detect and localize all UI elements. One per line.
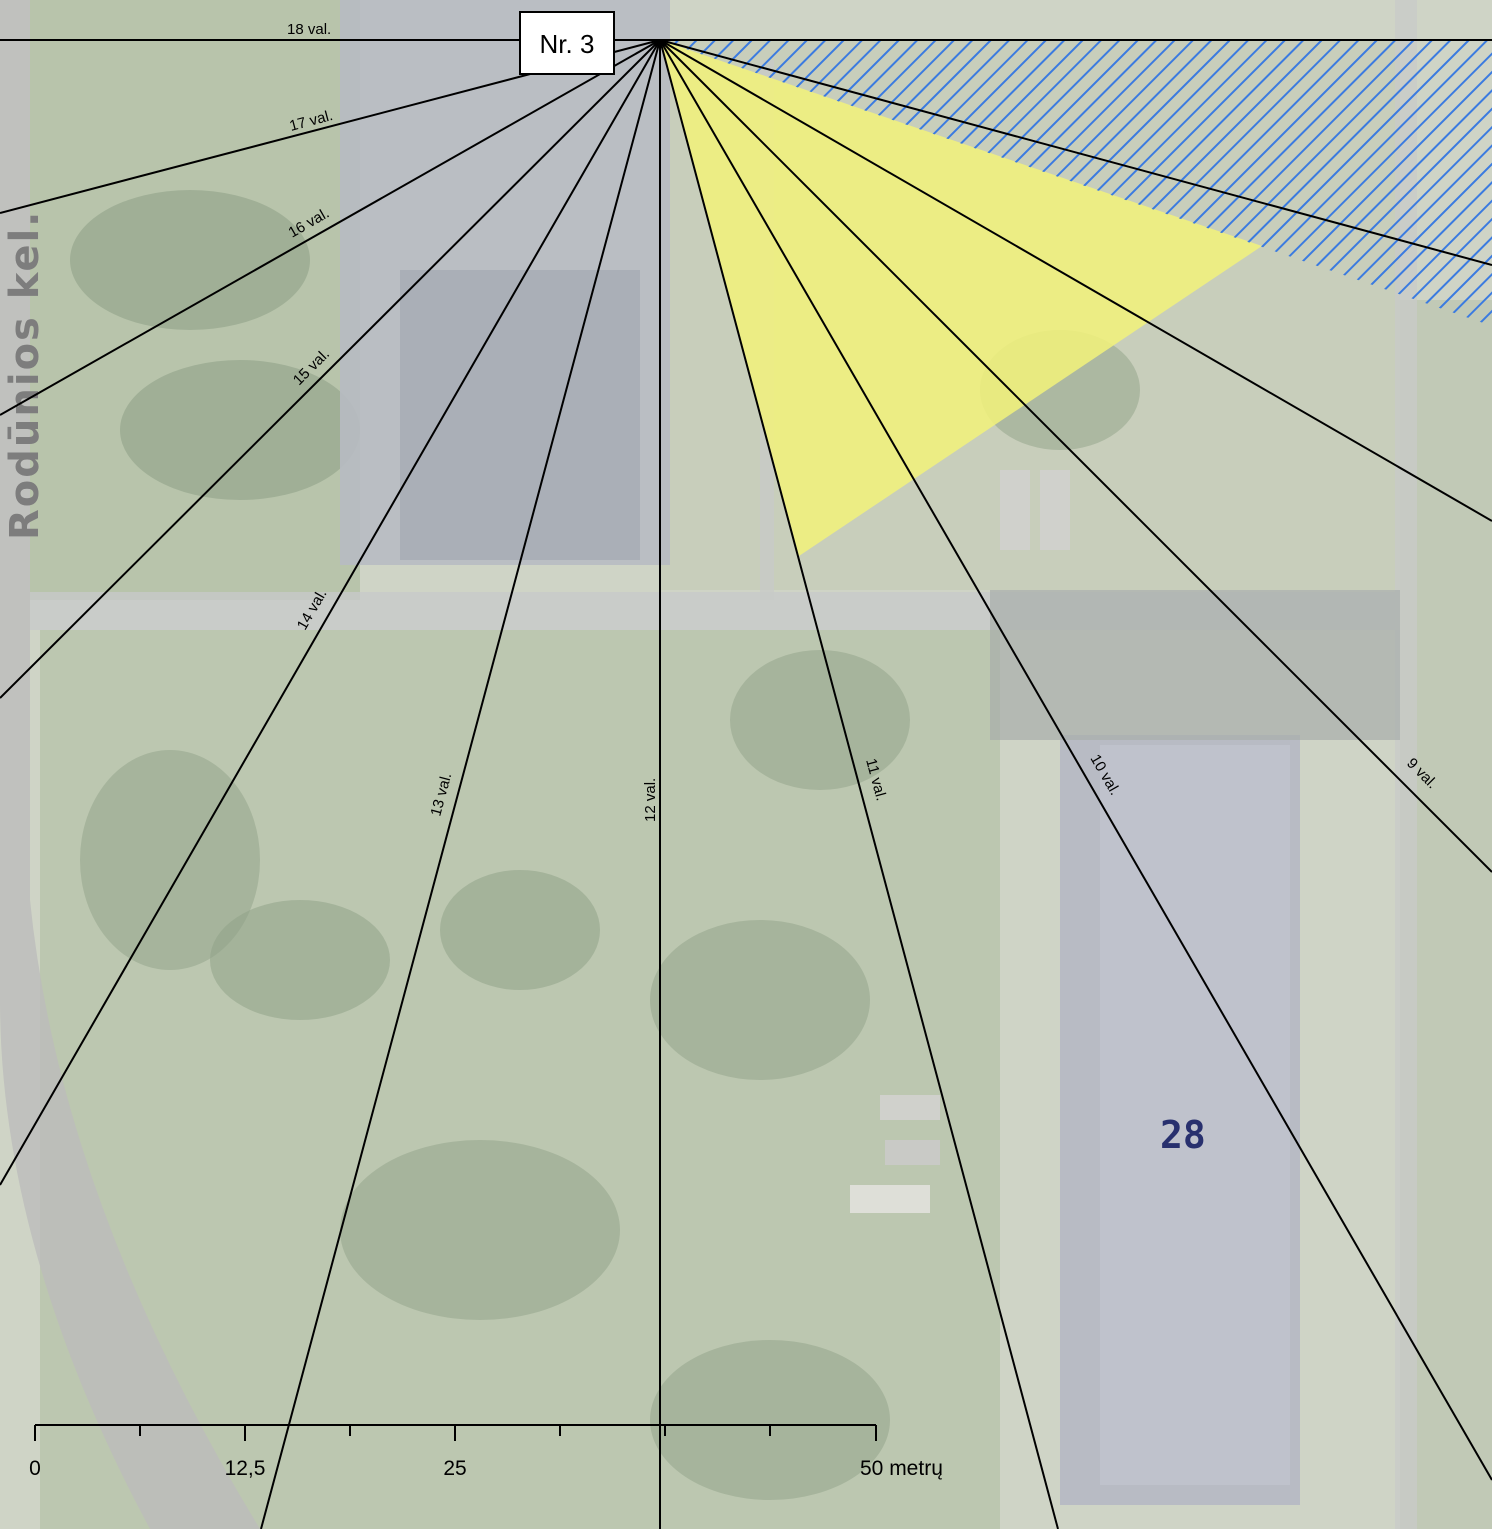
scale-label-25: 25 [443, 1457, 466, 1480]
scale-label-50: 50 metrų [860, 1457, 943, 1480]
hour-label-12: 12 val. [642, 778, 659, 822]
ray-10 [659, 39, 1492, 1481]
hour-label-18: 18 val. [287, 21, 331, 38]
ray-8 [659, 39, 1492, 522]
ray-13 [260, 39, 661, 1529]
ray-7 [659, 39, 1492, 266]
sun-sector [660, 40, 1262, 556]
ray-11 [659, 39, 1059, 1529]
shadow-hatch-area [660, 40, 1492, 326]
street-label: Rodūnios kel. [2, 210, 48, 540]
point-label-box: Nr. 3 [519, 11, 615, 75]
point-label: Nr. 3 [540, 29, 595, 59]
scale-label-12-5: 12,5 [225, 1457, 266, 1480]
building-number: 28 [1160, 1113, 1206, 1157]
ray-15 [0, 39, 661, 699]
ray-9 [659, 39, 1492, 873]
scale-label-0: 0 [29, 1457, 41, 1480]
scale-bar: 0 12,5 25 50 metrų [29, 1424, 943, 1480]
ray-16 [0, 39, 661, 416]
hour-rays [0, 39, 1492, 1529]
ray-14 [0, 39, 661, 1186]
